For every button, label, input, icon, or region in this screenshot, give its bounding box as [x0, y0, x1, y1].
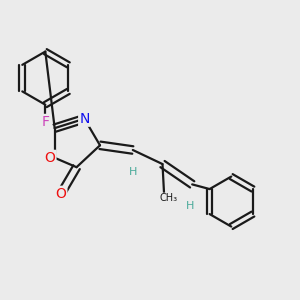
Text: O: O — [45, 151, 56, 165]
Text: F: F — [41, 115, 49, 129]
Text: O: O — [56, 187, 66, 201]
Text: CH₃: CH₃ — [160, 194, 178, 203]
Text: H: H — [186, 201, 194, 211]
Text: H: H — [129, 167, 137, 177]
Text: N: N — [79, 112, 90, 126]
